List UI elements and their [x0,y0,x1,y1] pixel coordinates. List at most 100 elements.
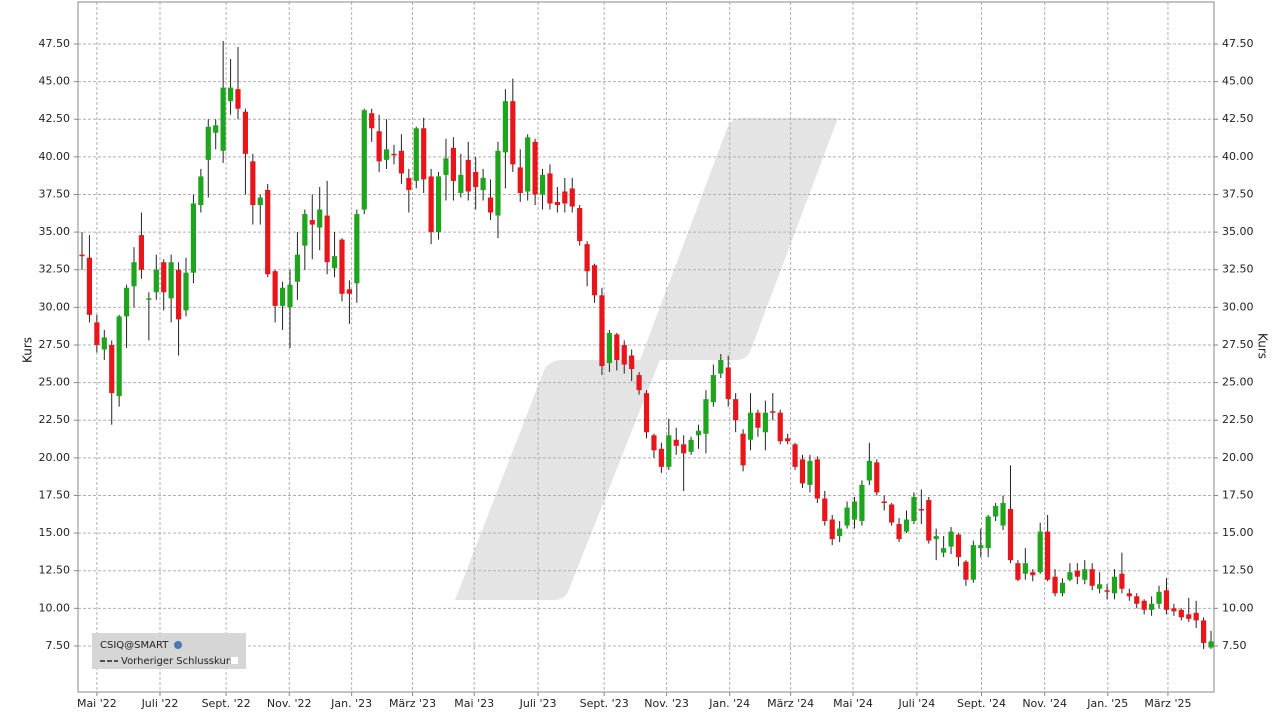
y-tick-label: 15.00 [39,526,71,539]
candle-body [1163,590,1170,610]
candle-body [1007,509,1014,561]
x-tick-label: Juli '22 [141,697,179,710]
candle-body [302,214,308,246]
y2-axis-title: Kurs [1256,333,1270,359]
x-tick-label: Mai '22 [77,697,117,710]
candle-body [383,149,390,160]
candle-body [762,412,768,433]
candle-body [807,460,813,485]
candle-body [421,128,427,180]
x-tick-label: Sept. '24 [957,697,1006,710]
candle-body [257,197,263,206]
y2-tick-label: 27.50 [1222,338,1254,351]
candle-body [1104,590,1110,592]
candle-body [903,519,910,532]
y2-tick-label: 35.00 [1222,225,1254,238]
candle-body [851,501,858,520]
candle-body [116,316,122,397]
candle-body [792,444,798,467]
candle-body [785,438,791,442]
candle-body [918,509,924,511]
candle-body [636,375,642,391]
x-tick-label: Nov. '23 [644,697,689,710]
candle-body [896,524,902,540]
candle-body [183,272,189,311]
y2-tick-label: 47.50 [1222,37,1254,50]
candle-body [376,131,382,162]
candle-body [279,287,286,306]
candle-body [1134,596,1140,604]
candle-body [1030,572,1036,576]
legend-line-label: Vorheriger Schlusskurs [121,656,235,667]
candle-body [131,262,137,287]
candle-body [153,269,159,293]
candle-body [933,536,939,540]
candle-body [695,430,702,436]
x-tick-label: März '25 [1144,697,1191,710]
candle-body [985,516,991,549]
candle-body [866,460,872,481]
y-tick-label: 37.50 [39,187,71,200]
candle-body [309,220,315,225]
y-tick-label: 47.50 [39,37,71,50]
x-tick-label: März '24 [767,697,814,710]
y-tick-label: 10.00 [39,601,71,614]
y-tick-label: 42.50 [39,112,71,125]
candle-body [1074,570,1080,577]
candle-body [213,125,219,133]
candle-body [146,298,152,300]
candle-body [517,167,523,193]
candle-body [220,87,226,151]
candle-body [1059,582,1066,594]
candle-body [1015,563,1021,580]
candle-body [79,254,85,257]
y-tick-label: 40.00 [39,150,71,163]
candle-body [458,174,464,193]
legend-checkbox[interactable] [231,657,238,664]
candle-body [1193,612,1199,621]
candle-body [941,548,947,553]
y-tick-label: 12.50 [39,564,71,577]
y-tick-label: 7.50 [46,639,71,652]
candle-body [487,197,494,213]
candle-body [814,459,820,499]
y2-tick-label: 10.00 [1222,601,1254,614]
candle-body [1082,569,1088,580]
y2-tick-label: 12.50 [1222,564,1254,577]
candle-body [606,332,612,364]
candle-body [161,262,167,293]
candle-body [406,177,412,190]
y-tick-label: 20.00 [39,451,71,464]
candle-body [584,244,590,272]
y2-tick-label: 30.00 [1222,300,1254,313]
y2-tick-label: 7.50 [1222,639,1247,652]
candle-body [101,337,107,350]
candle-body [525,137,531,192]
candle-body [926,499,932,541]
candle-body [569,188,575,207]
y2-tick-label: 40.00 [1222,150,1254,163]
y2-tick-label: 17.50 [1222,488,1254,501]
candle-body [473,171,479,187]
candle-body [398,150,405,174]
candle-body [86,257,93,315]
candle-body [755,412,761,428]
candle-body [799,459,806,484]
x-tick-label: Nov. '22 [267,697,312,710]
legend-symbol: CSIQ@SMART [100,640,169,651]
candle-body [539,174,546,195]
candle-body [1097,584,1103,589]
candle-body [658,448,664,467]
candle-body [1022,563,1028,574]
candle-body [287,284,293,308]
y-tick-label: 30.00 [39,300,71,313]
candle-body [599,295,605,367]
candle-body [673,439,679,446]
candle-body [450,147,456,181]
candle-body [495,150,501,216]
candle-body [1156,591,1162,604]
candle-body [242,111,249,154]
candle-body [740,433,746,466]
y2-tick-label: 20.00 [1222,451,1254,464]
candle-body [718,360,724,374]
